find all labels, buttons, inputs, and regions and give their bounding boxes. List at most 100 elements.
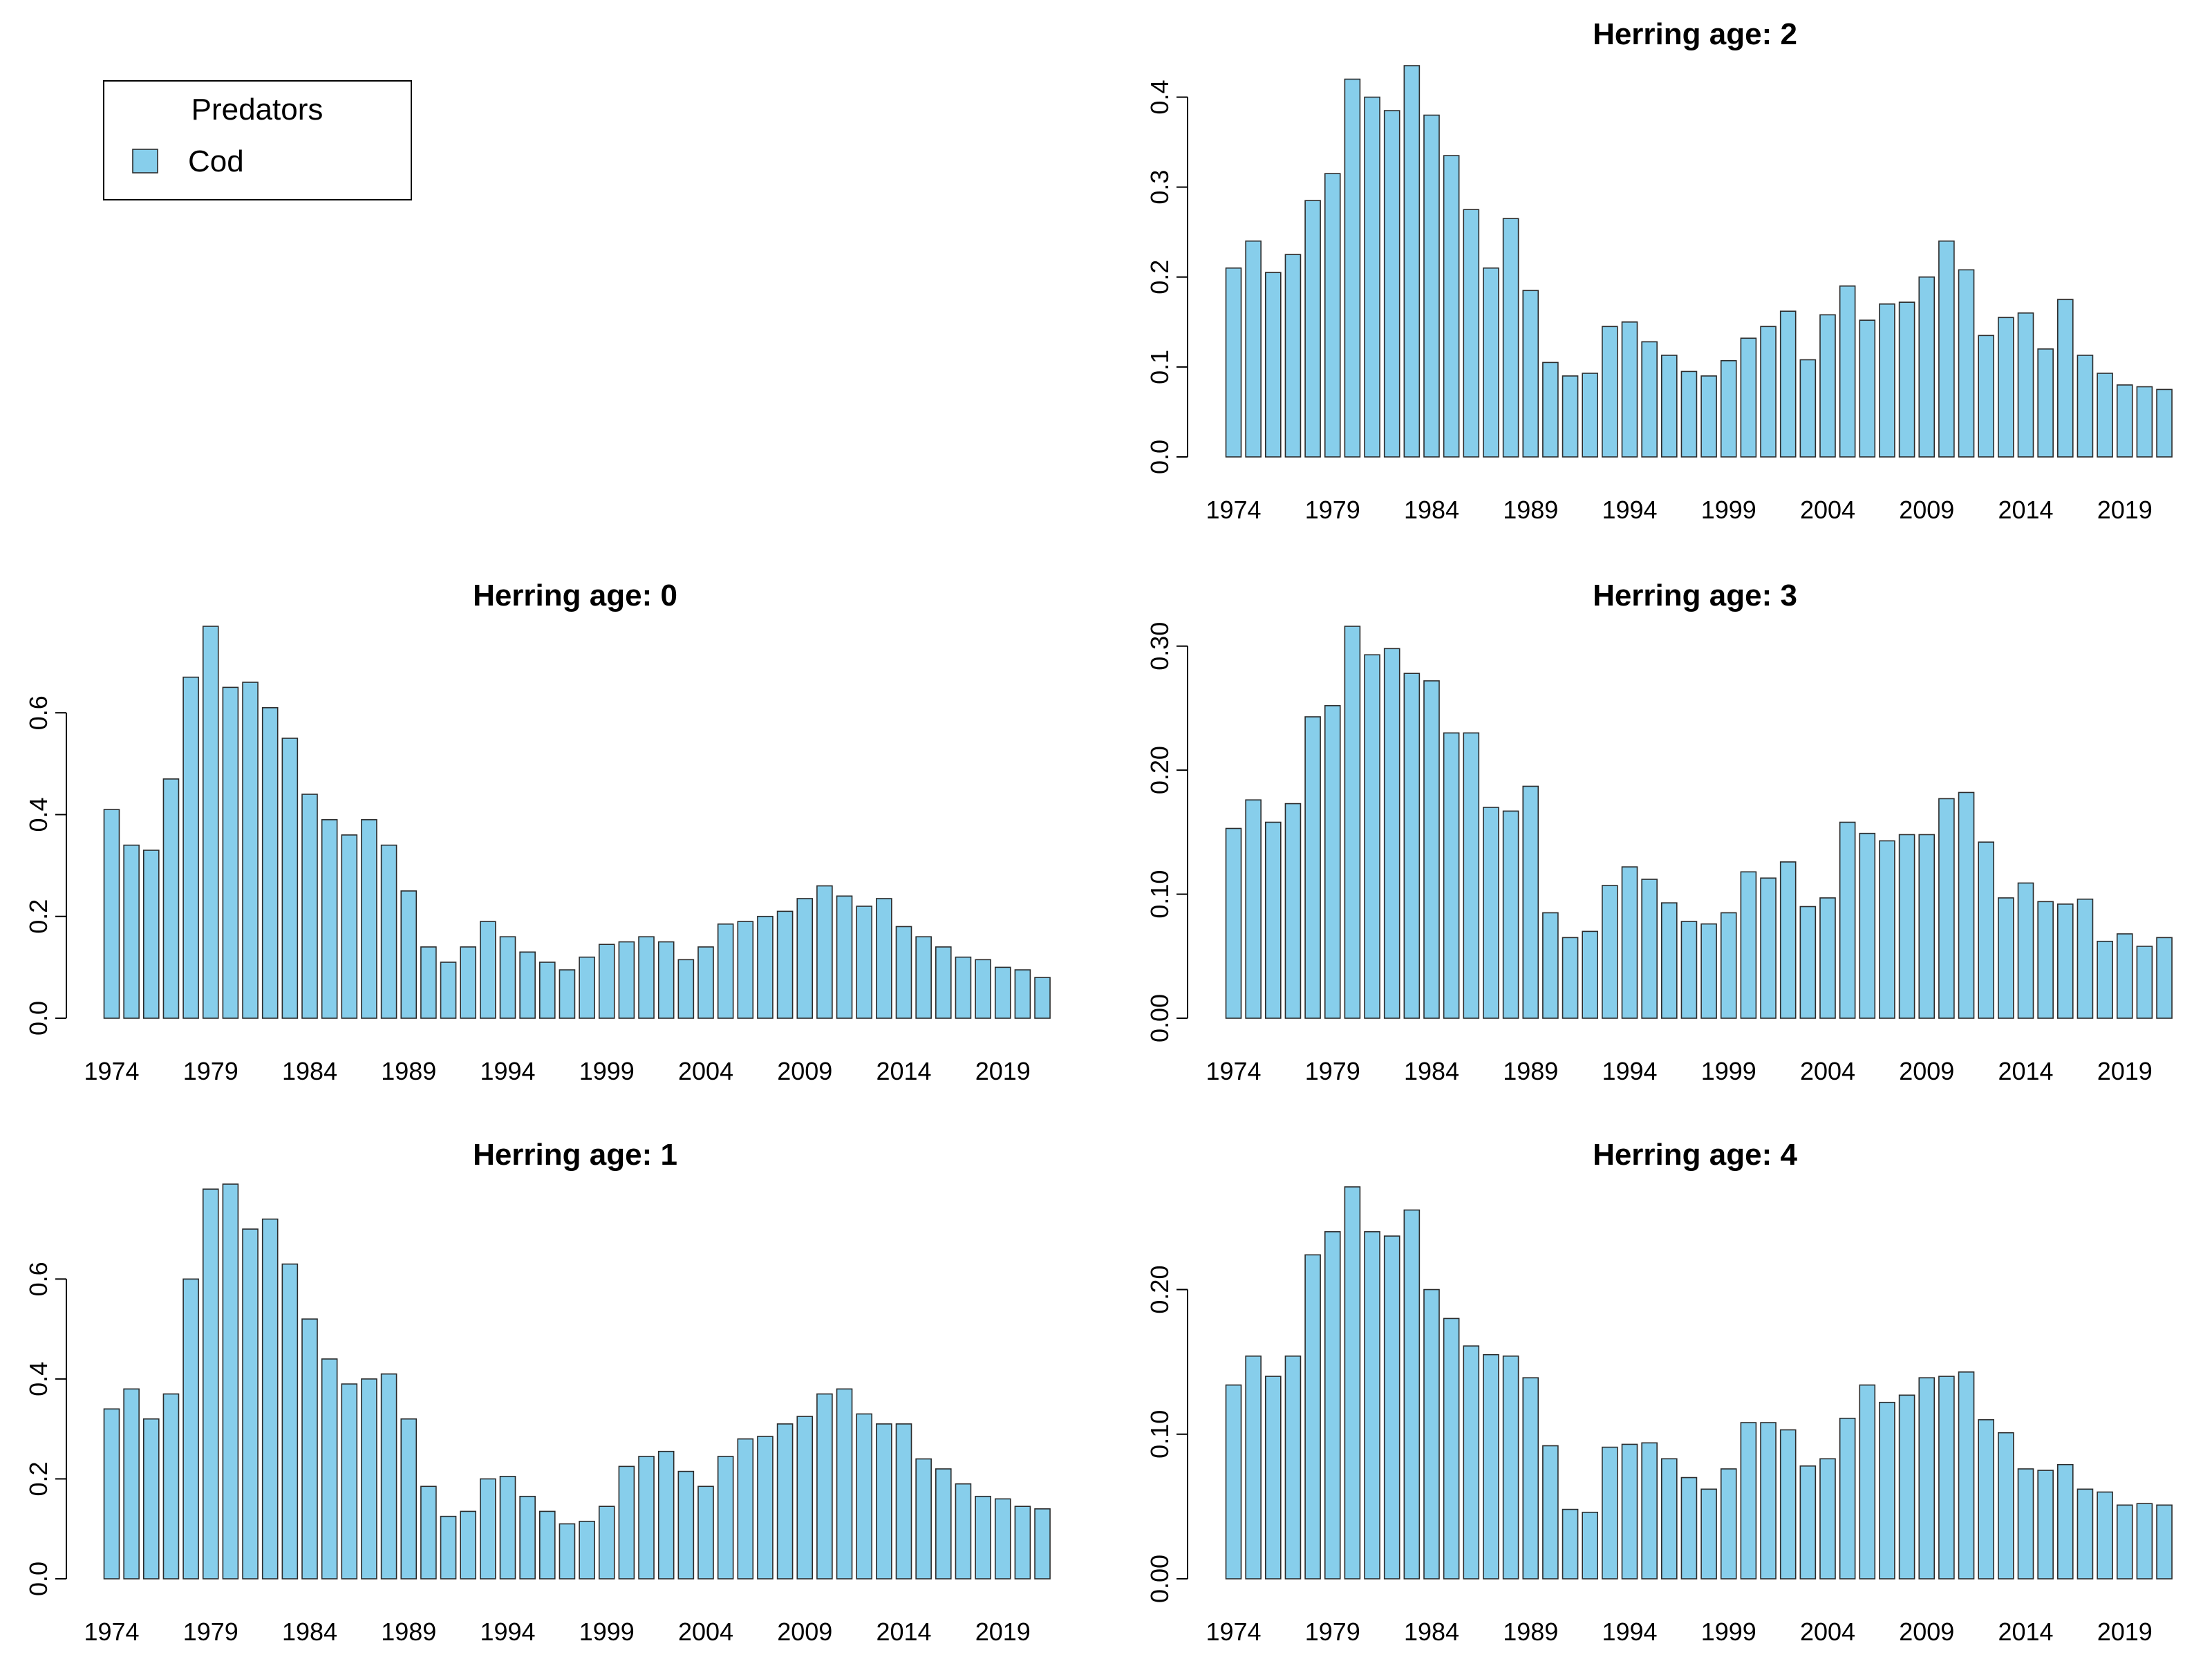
x-tick-label-1984: 1984	[282, 1057, 337, 1085]
bar-2008	[776, 910, 794, 1019]
bar-2013	[1998, 897, 2014, 1019]
bar-1976	[143, 1418, 160, 1580]
x-tick-label-2004: 2004	[1800, 1618, 1855, 1646]
bar-2010	[1938, 240, 1955, 458]
bar-2009	[796, 898, 814, 1019]
bar-1974	[1225, 267, 1242, 458]
bar-2017	[2077, 355, 2094, 458]
panel-herring-age-2: Herring age: 2 1974 1979 1984 1989 1994 1999 2…	[1145, 17, 2173, 524]
bar-1975	[1245, 240, 1262, 458]
bar-1990	[420, 946, 437, 1019]
bar-1984	[301, 1318, 318, 1580]
bar-1988	[1502, 810, 1519, 1019]
bar-2003	[1799, 359, 1817, 458]
y-axis: 0.00 0.10 0.20 0.30	[1145, 622, 1188, 1042]
bar-1994	[1621, 321, 1638, 458]
bar-1974	[103, 809, 120, 1019]
bar-2007	[1879, 840, 1895, 1019]
x-tick-label-1989: 1989	[381, 1618, 436, 1646]
bar-2019	[2116, 1504, 2133, 1580]
bar-2020	[2136, 386, 2153, 458]
bar-2004	[1819, 897, 1836, 1019]
bar-2004	[697, 1485, 714, 1580]
legend-box	[103, 80, 412, 200]
bar-1977	[162, 1393, 180, 1580]
x-tick-label-2004: 2004	[1800, 496, 1855, 524]
bar-1994	[499, 936, 516, 1019]
bar-1996	[1661, 1458, 1678, 1580]
bar-1984	[301, 794, 318, 1019]
bar-1985	[1443, 155, 1460, 458]
x-axis: 1974 1979 1984 1989 1994 1999 2004 2009 2014 2019	[84, 1057, 1030, 1085]
x-tick-label-2014: 2014	[876, 1057, 931, 1085]
x-tick-label-1979: 1979	[1305, 1618, 1360, 1646]
bar-1991	[1562, 937, 1579, 1019]
bar-2002	[657, 1450, 675, 1580]
y-axis: 0.0 0.2 0.4 0.6	[24, 1262, 67, 1596]
x-tick-label-1984: 1984	[1404, 496, 1459, 524]
bar-2012	[1978, 1419, 1994, 1580]
y-axis: 0.0 0.2 0.4 0.6	[24, 695, 67, 1035]
bar-2005	[717, 1456, 734, 1580]
y-tick-label: 0.20	[1145, 1266, 1174, 1314]
y-axis: 0.0 0.1 0.2 0.3 0.4	[1145, 80, 1188, 474]
bar-1987	[1483, 807, 1499, 1019]
bar-1995	[1641, 1442, 1658, 1580]
bar-1996	[538, 962, 556, 1019]
bar-2006	[1859, 832, 1876, 1019]
bar-2002	[1779, 861, 1797, 1019]
bar-1988	[1502, 1355, 1519, 1580]
bar-1992	[1582, 373, 1598, 458]
bar-1997	[1680, 371, 1698, 458]
bar-1985	[1443, 1318, 1460, 1580]
x-tick-label-1994: 1994	[1602, 496, 1657, 524]
bar-1974	[103, 1408, 120, 1580]
bar-1978	[182, 1278, 199, 1580]
bar-2017	[2077, 1488, 2094, 1580]
bar-2011	[836, 895, 853, 1019]
bar-1993	[1602, 326, 1618, 458]
x-tick-label-2004: 2004	[1800, 1057, 1855, 1085]
bar-2003	[1799, 1465, 1817, 1580]
bar-1981	[1364, 1231, 1380, 1580]
bar-1988	[380, 844, 397, 1019]
bar-1997	[559, 969, 576, 1019]
x-tick-label-1999: 1999	[579, 1057, 635, 1085]
bar-1997	[559, 1523, 576, 1580]
bar-2007	[1879, 303, 1895, 458]
bar-1976	[1265, 1376, 1282, 1580]
x-tick-label-1974: 1974	[84, 1618, 139, 1646]
bar-1996	[1661, 902, 1678, 1019]
bar-1999	[598, 1506, 615, 1580]
bar-1989	[400, 890, 418, 1019]
bar-1992	[1582, 1511, 1598, 1580]
bar-2015	[915, 936, 932, 1019]
bar-2010	[816, 885, 833, 1019]
bar-1977	[1284, 1355, 1302, 1580]
bar-2012	[856, 1413, 872, 1580]
x-tick-label-1999: 1999	[1701, 1057, 1756, 1085]
bar-1975	[1245, 1355, 1262, 1580]
bar-1995	[1641, 879, 1658, 1019]
legend-swatch-cod	[132, 149, 158, 174]
x-tick-label-1999: 1999	[579, 1618, 635, 1646]
bar-2007	[757, 915, 774, 1019]
x-tick-label-1989: 1989	[1503, 1057, 1558, 1085]
bar-1988	[1502, 218, 1519, 458]
bar-1994	[1621, 1443, 1638, 1580]
bar-1990	[1542, 912, 1559, 1019]
bar-1987	[361, 1378, 377, 1580]
y-tick-label: 0.6	[24, 1262, 53, 1296]
bar-2005	[1839, 1417, 1856, 1580]
bar-1993	[480, 921, 496, 1019]
x-tick-label-1994: 1994	[1602, 1057, 1657, 1085]
bar-2008	[1898, 301, 1915, 458]
y-tick-label: 0.4	[24, 1362, 53, 1396]
x-tick-label-2019: 2019	[2097, 1618, 2153, 1646]
bar-2000	[1740, 871, 1757, 1019]
bar-1974	[1225, 1384, 1242, 1580]
bar-2015	[2037, 348, 2054, 458]
x-tick-label-1979: 1979	[1305, 1057, 1360, 1085]
bar-2011	[1958, 269, 1975, 458]
bar-1998	[579, 956, 595, 1019]
